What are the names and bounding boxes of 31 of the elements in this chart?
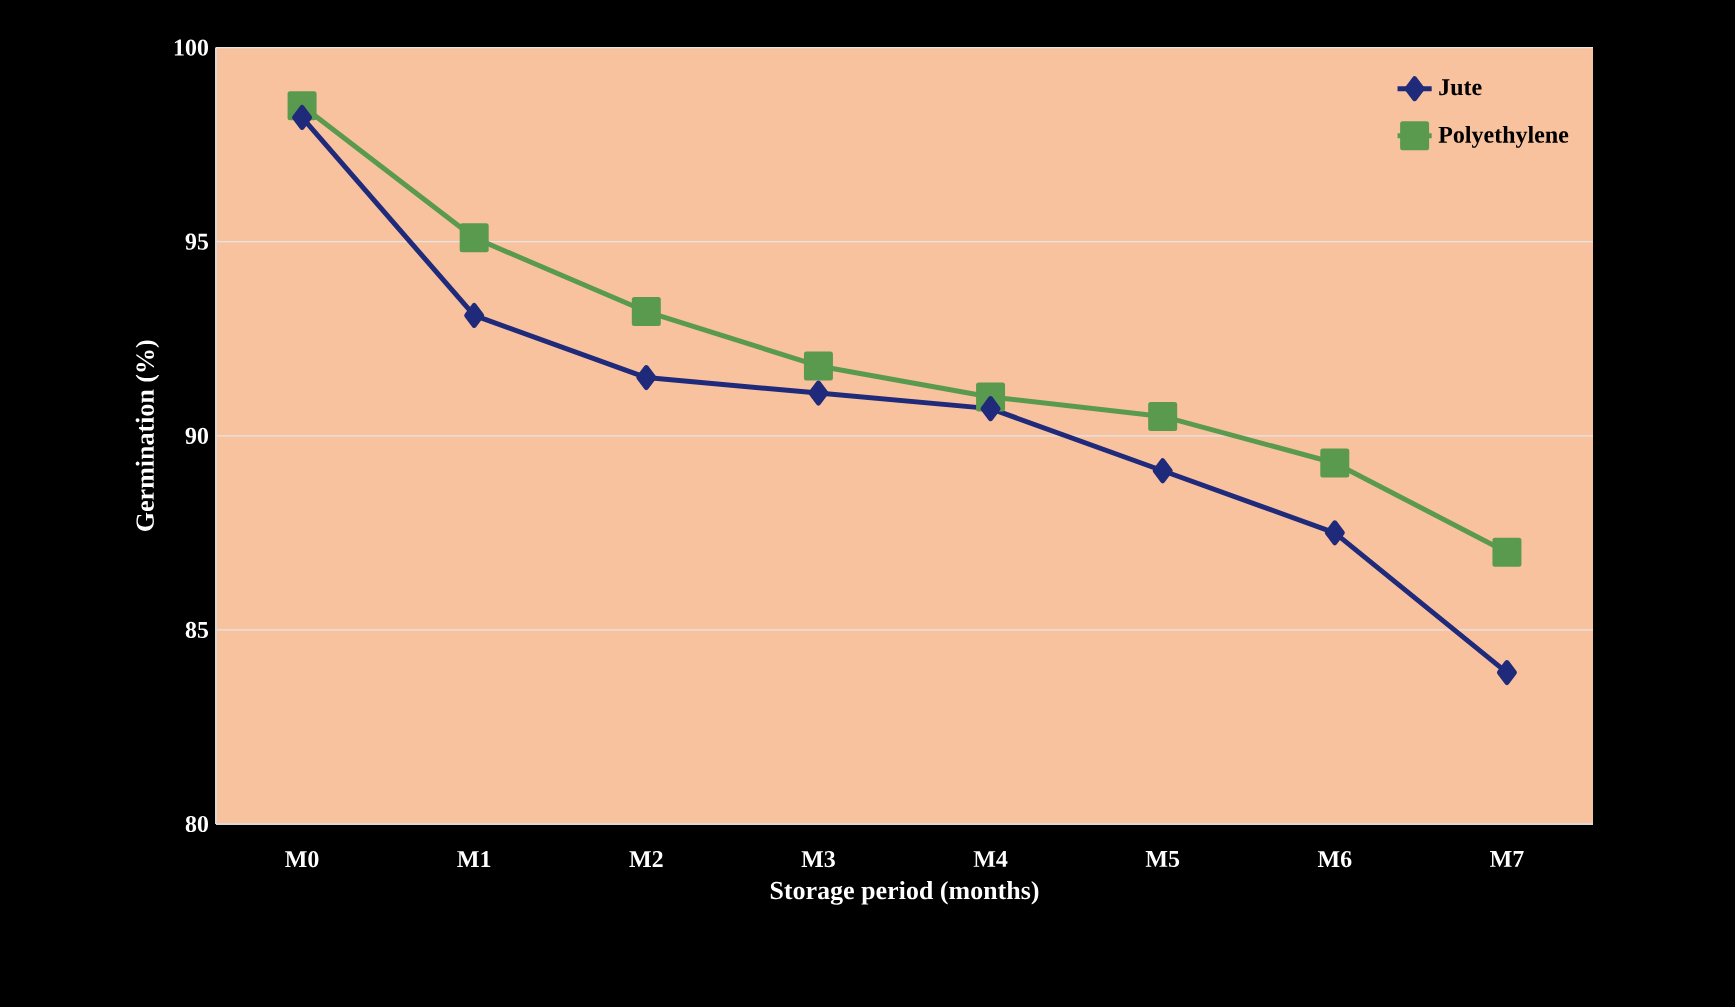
point [292, 104, 313, 130]
point [980, 396, 1001, 422]
point [803, 351, 833, 381]
point [1496, 660, 1517, 686]
y-tick-label: 95 [185, 233, 209, 250]
y-tick-label: 100 [174, 39, 209, 56]
x-tick-label: M7 [1490, 851, 1524, 867]
x-tick-label: M0 [285, 851, 319, 868]
point [1148, 401, 1178, 431]
y-axis-title: Germination (%) [135, 340, 160, 531]
point [459, 223, 489, 253]
point [1152, 458, 1173, 484]
x-tick-label: M1 [457, 851, 491, 867]
point [1324, 520, 1345, 546]
point [1320, 448, 1350, 478]
point [464, 302, 485, 328]
y-tick-label: 80 [185, 815, 209, 833]
point [1492, 537, 1522, 567]
x-tick-label: M4 [973, 851, 1008, 867]
point [636, 365, 657, 391]
y-tick-label: 85 [185, 621, 209, 638]
x-tick-label: M5 [1145, 851, 1180, 867]
y-tick-label: 90 [185, 427, 209, 444]
x-axis-title: Storage period (months) [770, 881, 1039, 905]
legend-label: Polyethylene [1438, 126, 1569, 148]
point [808, 380, 829, 406]
point [631, 297, 661, 327]
x-tick-label: M6 [1317, 851, 1352, 868]
legend-label: Jute [1439, 79, 1482, 96]
x-tick-label: M3 [801, 851, 835, 868]
x-tick-label: M2 [629, 851, 663, 867]
